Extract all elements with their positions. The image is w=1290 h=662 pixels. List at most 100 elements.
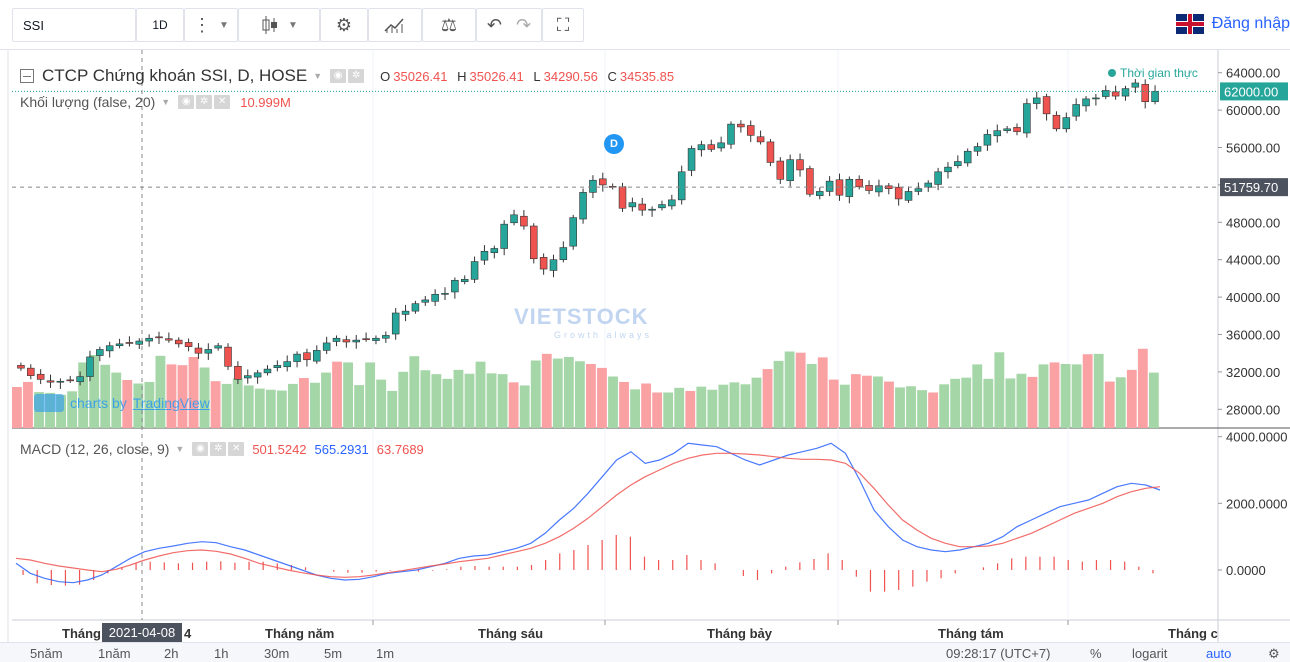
bottom-bar: 5năm 1năm 2h 1h 30m 5m 1m 09:28:17 (UTC+… — [0, 642, 1290, 662]
volume-bar — [133, 383, 144, 428]
login-link[interactable]: Đăng nhập — [1175, 14, 1290, 34]
candle-body — [66, 379, 74, 382]
candle-body — [530, 225, 538, 260]
macd-tick-label: 4000.0000 — [1226, 430, 1287, 445]
volume-bar — [365, 362, 376, 428]
low-value: 34290.56 — [543, 68, 598, 84]
tradingview-logo-icon — [34, 394, 64, 412]
volume-bar — [530, 360, 541, 428]
candle-body — [214, 345, 222, 349]
volume-bar — [67, 391, 78, 428]
volume-bar — [961, 377, 972, 428]
candle-body — [549, 259, 558, 271]
chevron-down-icon: ▼ — [288, 19, 298, 31]
symbol-search-input[interactable]: SSI — [12, 8, 136, 42]
candle-body — [825, 180, 834, 192]
candle-body — [27, 367, 35, 376]
undo-icon[interactable]: ↶ — [486, 14, 502, 35]
gear-icon[interactable]: ✲ — [348, 69, 365, 83]
range-5y-button[interactable]: 5năm — [30, 646, 63, 661]
volume-bar — [188, 356, 199, 428]
macd-tick-label: 2000.0000 — [1226, 496, 1287, 511]
volume-bar — [994, 352, 1005, 428]
volume-bar — [1049, 362, 1060, 428]
volume-bar — [1060, 364, 1071, 428]
redo-icon[interactable]: ↷ — [516, 14, 532, 35]
chevron-down-icon[interactable]: ▼ — [313, 71, 323, 81]
volume-bar — [828, 379, 839, 428]
close-icon[interactable]: ✕ — [214, 95, 231, 109]
volume-bar — [950, 378, 961, 428]
percent-toggle[interactable]: % — [1090, 646, 1102, 661]
candle-body — [1023, 103, 1031, 134]
close-icon[interactable]: ✕ — [228, 442, 245, 456]
candle-body — [677, 171, 686, 201]
volume-bar — [254, 388, 265, 428]
interval-button[interactable]: 1D — [136, 8, 184, 42]
gear-icon[interactable]: ⚙ — [1268, 646, 1280, 661]
range-2h-button[interactable]: 2h — [164, 646, 179, 661]
fullscreen-button[interactable]: ⛶ — [542, 8, 584, 42]
settings-button[interactable]: ⚙ — [320, 8, 368, 42]
close-value: 34535.85 — [619, 68, 675, 84]
more-intervals-button[interactable]: ⋮ ▼ — [184, 8, 238, 42]
tradingview-attribution[interactable]: charts by TradingView — [34, 394, 210, 412]
eye-icon[interactable]: ◉ — [330, 69, 347, 83]
high-value: 35026.41 — [469, 68, 524, 84]
candle-body — [510, 214, 518, 224]
volume-bar — [762, 369, 773, 428]
gear-icon[interactable]: ✲ — [210, 442, 227, 456]
candle-body — [638, 203, 646, 211]
top-toolbar: SSI 1D ⋮ ▼ ▼ ⚙ ⚖ ↶ ↷ ⛶ Đăng nhập — [0, 0, 1290, 50]
range-1y-button[interactable]: 1năm — [98, 646, 131, 661]
volume-bar — [563, 356, 574, 428]
range-1m-button[interactable]: 1m — [376, 646, 395, 661]
volume-bar — [1071, 364, 1082, 428]
price-tick-label: 44000.00 — [1226, 253, 1280, 268]
range-1h-button[interactable]: 1h — [214, 646, 229, 661]
volume-bar — [497, 374, 508, 428]
gear-icon[interactable]: ✲ — [196, 95, 213, 109]
candle-body — [56, 380, 65, 383]
candle-body — [756, 136, 765, 143]
range-30m-button[interactable]: 30m — [264, 646, 290, 661]
crosshair-price-tag-label: 51759.70 — [1224, 180, 1278, 195]
volume-bar — [398, 371, 409, 428]
volume-bar — [817, 357, 828, 428]
candle-body — [973, 146, 982, 152]
eye-icon[interactable]: ◉ — [192, 442, 209, 456]
candle-body — [293, 353, 301, 362]
eye-icon[interactable]: ◉ — [178, 95, 195, 109]
chart-container[interactable]: 28000.00 32000.00 36000.00 40000.00 44000.00… — [0, 50, 1290, 643]
volume-bar — [78, 362, 89, 428]
auto-scale-toggle[interactable]: auto — [1206, 646, 1232, 661]
chart-canvas[interactable]: 28000.0032000.0036000.0040000.0044000.00… — [0, 50, 1290, 642]
compare-button[interactable]: ⚖ — [422, 8, 476, 42]
log-scale-toggle[interactable]: logarit — [1132, 646, 1168, 661]
volume-bar — [332, 361, 342, 428]
candlestick-icon — [262, 16, 278, 34]
indicators-button[interactable] — [368, 8, 422, 42]
candle-body — [579, 192, 587, 220]
macd-actions: ◉ ✲ ✕ — [192, 442, 245, 456]
volume-bar — [464, 373, 475, 428]
volume-bar — [1005, 378, 1016, 428]
volume-bar — [155, 355, 166, 428]
dividend-event-marker[interactable]: D — [604, 134, 624, 154]
chart-type-button[interactable]: ▼ — [238, 8, 320, 42]
chevron-down-icon[interactable]: ▼ — [161, 97, 171, 107]
chevron-down-icon[interactable]: ▼ — [175, 444, 185, 454]
watermark-brand: VIETSTOCK — [514, 304, 649, 329]
candle-body — [411, 303, 420, 312]
candle-body — [283, 361, 291, 368]
volume-bar — [1137, 348, 1148, 428]
candle-body — [431, 293, 439, 302]
collapse-legend-icon[interactable] — [20, 69, 34, 83]
candle-body — [520, 215, 528, 227]
candle-body — [786, 159, 794, 181]
volume-bar — [420, 370, 431, 428]
volume-bar — [552, 358, 563, 428]
volume-bar — [641, 383, 652, 428]
range-5m-button[interactable]: 5m — [324, 646, 343, 661]
volume-bar — [983, 378, 994, 428]
